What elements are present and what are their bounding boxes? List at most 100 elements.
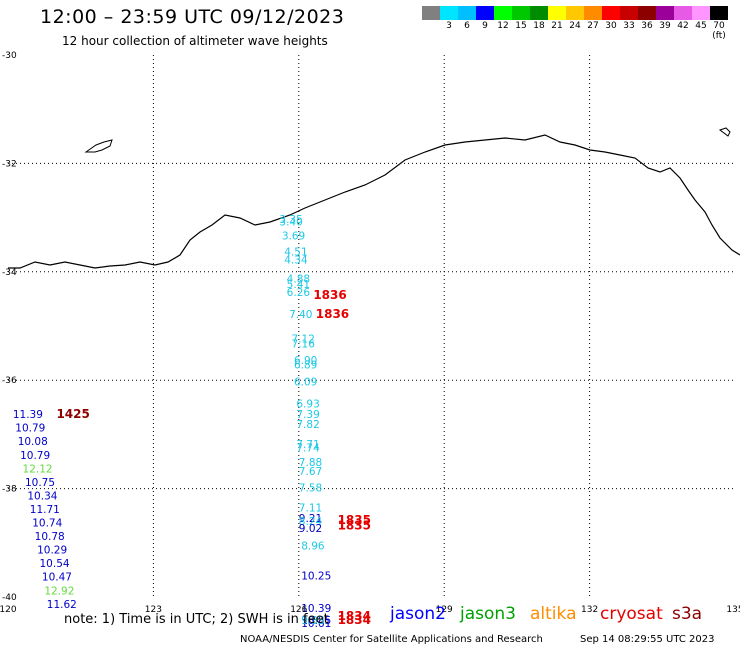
lon-tick-label: 126 <box>290 605 307 615</box>
pass-time-label: 1835 <box>338 518 371 532</box>
wave-height-value: 6.26 <box>287 287 311 299</box>
wave-height-value: 7.39 <box>296 409 319 421</box>
pass-time-label: 1836 <box>316 307 349 321</box>
wave-height-value: 10.29 <box>37 545 67 557</box>
lat-tick-label: -32 <box>2 159 17 169</box>
colorbar-label: 3 <box>446 21 452 31</box>
wave-height-value: 10.75 <box>25 477 55 489</box>
colorbar-swatch <box>584 6 602 20</box>
wave-height-value: 8.96 <box>301 540 325 552</box>
wave-height-value: 9.02 <box>299 523 322 535</box>
wave-height-value: 10.47 <box>42 572 72 584</box>
colorbar-label: 42 <box>677 21 689 31</box>
wave-height-value: 9.33 <box>301 615 324 627</box>
colorbar-labels: 3 6 9 12 15 18 21 24 27 30 33 36 39 42 45 70 (ft) <box>422 21 728 41</box>
colorbar-swatch <box>710 6 728 20</box>
wave-height-value: 6.09 <box>294 377 317 389</box>
wave-height-value: 7.67 <box>299 466 322 478</box>
wave-height-value: 10.25 <box>301 571 331 583</box>
wave-height-value: 7.88 <box>299 457 322 469</box>
grid-lines <box>8 55 735 597</box>
colorbar-swatch <box>602 6 620 20</box>
colorbar-swatch <box>548 6 566 20</box>
wave-height-value: 10.79 <box>15 423 45 435</box>
colorbar-swatch <box>422 6 440 20</box>
wave-height-value: 10.54 <box>40 558 70 570</box>
wave-height-value: 10.34 <box>27 490 57 502</box>
colorbar-swatch <box>440 6 458 20</box>
wave-height-value: 10.78 <box>35 531 65 543</box>
lon-tick-label: 135 <box>726 605 740 615</box>
wave-height-value: 7.11 <box>299 502 322 514</box>
wave-height-value: 12.92 <box>44 585 74 597</box>
colorbar-label: 27 <box>587 21 599 31</box>
lat-tick-label: -30 <box>2 51 17 61</box>
satellite-legend-cryosat: cryosat <box>600 604 663 624</box>
colorbar-swatch <box>620 6 638 20</box>
track-values: 3.353.403.69 4.514.34 4.885.416.26 7.40 7.12… <box>13 214 331 630</box>
generated-timestamp: Sep 14 08:29:55 UTC 2023 <box>580 634 715 645</box>
lat-tick-label: -40 <box>2 593 17 603</box>
map-title: 12:00 – 23:59 UTC 09/12/2023 <box>40 6 345 28</box>
colorbar-label: 70 (ft) <box>712 21 726 41</box>
lat-tick-label: -38 <box>2 485 17 495</box>
colorbar-label: 6 <box>464 21 470 31</box>
colorbar-label: 21 <box>551 21 563 31</box>
wave-height-value: 7.82 <box>296 419 319 431</box>
wave-height-value: 10.61 <box>301 618 331 630</box>
colorbar-swatch <box>566 6 584 20</box>
colorbar-label: 12 <box>497 21 509 31</box>
wave-height-value: 4.34 <box>284 255 308 267</box>
colorbar-swatch <box>476 6 494 20</box>
island-outline <box>718 127 731 137</box>
colorbar-swatch <box>692 6 710 20</box>
colorbar-swatch <box>674 6 692 20</box>
axis-ticks: 120 123 126 129 132 135 -30 -32 -34 -36 -38 -40 <box>0 51 740 615</box>
wave-height-value: 7.16 <box>292 339 316 351</box>
colorbar-label: 15 <box>515 21 527 31</box>
colorbar <box>422 6 728 20</box>
wave-height-value: 7.12 <box>292 333 315 345</box>
colorbar-label: 18 <box>533 21 545 31</box>
wave-height-value: 7.71 <box>296 439 319 451</box>
wave-height-value: 4.51 <box>284 247 307 259</box>
pass-time-label: 1425 <box>56 407 89 421</box>
wave-height-value: 6.90 <box>294 355 317 367</box>
lon-tick-label: 123 <box>145 605 162 615</box>
satellite-legend-jason2: jason2 <box>390 604 446 624</box>
wave-height-value: 11.71 <box>30 504 60 516</box>
wave-height-value: 11.39 <box>13 409 43 421</box>
lat-tick-label: -34 <box>2 268 17 278</box>
wave-height-value: 7.58 <box>299 482 322 494</box>
colorbar-swatch <box>656 6 674 20</box>
wave-height-value: 7.40 <box>289 309 312 321</box>
colorbar-label: 36 <box>641 21 653 31</box>
colorbar-swatch <box>638 6 656 20</box>
colorbar-swatch <box>458 6 476 20</box>
wave-height-value: 3.35 <box>279 214 302 226</box>
wave-height-value: 12.12 <box>23 463 53 475</box>
wave-height-value: 3.40 <box>279 217 302 229</box>
lon-tick-label: 132 <box>581 605 598 615</box>
pass-time-label: 1836 <box>313 288 346 302</box>
colorbar-label: 30 <box>605 21 617 31</box>
lon-tick-label: 120 <box>0 605 17 615</box>
colorbar-label: 9 <box>482 21 488 31</box>
wave-height-value: 10.79 <box>20 450 50 462</box>
wave-height-value: 9.21 <box>299 513 322 525</box>
lon-tick-label: 129 <box>436 605 453 615</box>
pass-time-label: 1834 <box>338 609 371 623</box>
credit-line: NOAA/NESDIS Center for Satellite Applica… <box>240 634 543 645</box>
colorbar-label: 39 <box>659 21 671 31</box>
colorbar-swatch <box>494 6 512 20</box>
colorbar-swatch <box>512 6 530 20</box>
wave-height-value: 10.85 <box>301 615 331 627</box>
satellite-legend-s3a: s3a <box>672 604 703 624</box>
wave-height-value: 10.39 <box>301 603 331 615</box>
wave-height-value: 6.89 <box>294 359 317 371</box>
map-subtitle: 12 hour collection of altimeter wave hei… <box>62 34 328 48</box>
wave-height-value: 8.24 <box>299 516 323 528</box>
